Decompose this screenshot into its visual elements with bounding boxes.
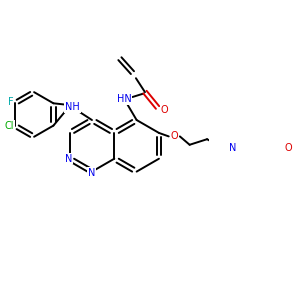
Text: NH: NH xyxy=(65,103,80,112)
Text: N: N xyxy=(229,142,236,153)
Text: O: O xyxy=(170,131,178,141)
Text: O: O xyxy=(285,142,292,153)
Text: N: N xyxy=(64,154,72,164)
Text: Cl: Cl xyxy=(4,121,14,130)
Text: F: F xyxy=(8,97,14,107)
Text: N: N xyxy=(88,168,96,178)
Text: O: O xyxy=(161,105,168,115)
Text: HN: HN xyxy=(117,94,131,104)
